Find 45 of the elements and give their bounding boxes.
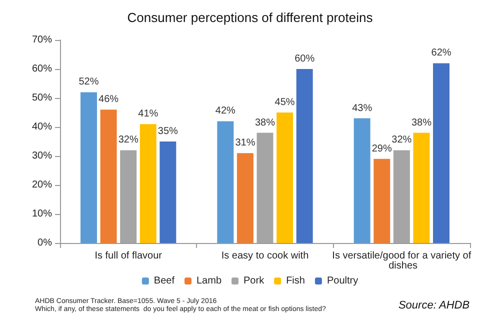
data-label: 31% bbox=[235, 138, 256, 149]
data-label: 60% bbox=[294, 54, 315, 64]
data-label: 41% bbox=[138, 108, 158, 120]
legend-label: Poultry bbox=[326, 276, 358, 286]
y-tick-label: 20% bbox=[32, 180, 52, 190]
bar bbox=[296, 69, 313, 243]
bar bbox=[80, 92, 97, 243]
data-label: 38% bbox=[411, 117, 432, 128]
x-tick-label: Is versatile/good for a variety of dishes bbox=[332, 250, 472, 272]
data-label: 42% bbox=[215, 106, 236, 117]
bar bbox=[413, 132, 430, 243]
bar bbox=[433, 63, 450, 243]
bar bbox=[217, 121, 234, 243]
x-tick-label: Is easy to cook with bbox=[221, 250, 309, 262]
source-note: Source: AHDB bbox=[398, 300, 470, 312]
data-label: 62% bbox=[431, 48, 452, 59]
legend-label: Beef bbox=[154, 276, 175, 286]
chart-title: Consumer perceptions of different proteins bbox=[127, 10, 374, 25]
data-label: 38% bbox=[254, 117, 276, 128]
y-tick-label: 30% bbox=[32, 150, 52, 162]
data-label: 52% bbox=[78, 76, 99, 88]
bar bbox=[100, 110, 117, 243]
data-label: 32% bbox=[392, 134, 412, 146]
legend-label: Fish bbox=[286, 276, 305, 286]
y-tick-label: 0% bbox=[38, 238, 52, 248]
data-label: 46% bbox=[98, 94, 119, 106]
legend-label: Lamb bbox=[196, 276, 222, 286]
data-label: 43% bbox=[352, 102, 372, 114]
bar bbox=[354, 118, 370, 243]
bar bbox=[140, 124, 156, 243]
data-label: 45% bbox=[274, 97, 295, 108]
y-tick-label: 50% bbox=[32, 92, 52, 104]
data-label: 32% bbox=[118, 134, 138, 146]
bar bbox=[374, 158, 390, 243]
y-tick-label: 70% bbox=[32, 34, 52, 46]
y-tick-label: 60% bbox=[32, 64, 52, 74]
bar bbox=[160, 142, 176, 243]
y-tick-label: 40% bbox=[32, 122, 52, 132]
x-tick-label: Is full of flavour bbox=[94, 250, 163, 262]
legend-label: Pork bbox=[244, 276, 266, 286]
bar bbox=[276, 112, 294, 243]
data-label: 29% bbox=[372, 143, 392, 154]
data-label: 35% bbox=[158, 126, 178, 137]
y-tick-label: 10% bbox=[32, 208, 52, 220]
bar bbox=[236, 153, 254, 243]
